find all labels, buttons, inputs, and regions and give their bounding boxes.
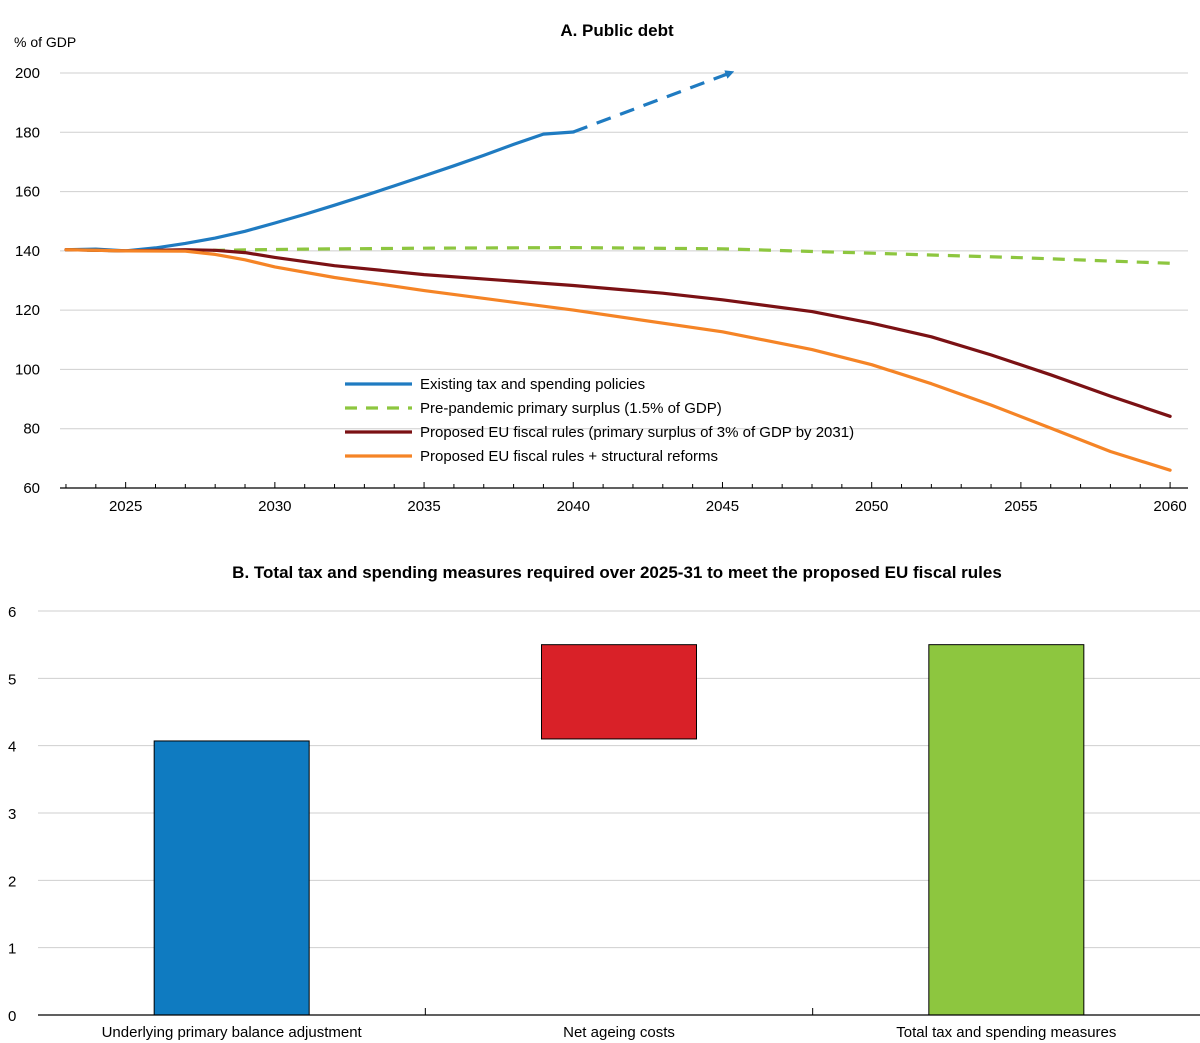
y-tick-label: 180	[15, 124, 40, 141]
y-tick-label: 5	[8, 671, 16, 688]
panel-b: B. Total tax and spending measures requi…	[8, 563, 1200, 1041]
y-tick-label: 100	[15, 361, 40, 378]
y-tick-label: 80	[23, 421, 40, 438]
panel-b-x-axis: Underlying primary balance adjustment Net…	[38, 1008, 1200, 1041]
panel-a: A. Public debt % of GDP 60 80 100 120 140 160…	[14, 21, 1188, 515]
bar	[928, 644, 1085, 1016]
x-tick-label: 2045	[706, 498, 739, 515]
bar	[541, 644, 697, 740]
y-tick-label: 6	[8, 604, 16, 621]
x-tick-label: 2060	[1153, 498, 1186, 515]
legend-label: Proposed EU fiscal rules (primary surplu…	[420, 424, 854, 441]
y-tick-label: 60	[23, 480, 40, 497]
x-tick-label: 2050	[855, 498, 888, 515]
y-tick-label: 4	[8, 739, 16, 756]
y-tick-label: 1	[8, 941, 16, 958]
x-tick-label: 2035	[407, 498, 440, 515]
y-tick-label: 3	[8, 806, 16, 823]
y-tick-label: 160	[15, 184, 40, 201]
x-tick-label: Underlying primary balance adjustment	[102, 1024, 363, 1041]
panel-b-y-tick-labels: 0 1 2 3 4 5 6	[8, 604, 16, 1025]
x-tick-label: 2025	[109, 498, 142, 515]
legend-label: Proposed EU fiscal rules + structural re…	[420, 448, 718, 465]
x-tick-label: Net ageing costs	[563, 1024, 675, 1041]
y-tick-label: 0	[8, 1008, 16, 1025]
legend-label: Pre-pandemic primary surplus (1.5% of GD…	[420, 400, 722, 417]
x-tick-label: 2040	[557, 498, 590, 515]
x-tick-label: 2055	[1004, 498, 1037, 515]
y-tick-label: 120	[15, 302, 40, 319]
panel-a-series	[64, 70, 1172, 472]
legend-label: Existing tax and spending policies	[420, 376, 645, 393]
x-tick-label: 2030	[258, 498, 291, 515]
panel-a-y-tick-labels: 60 80 100 120 140 160 180 200	[15, 65, 40, 497]
panel-a-x-axis: 2025 2030 2035 2040 2045 2050 2055 2060	[60, 482, 1188, 515]
panel-a-y-axis-label: % of GDP	[14, 34, 76, 50]
bar	[153, 740, 310, 1016]
y-tick-label: 200	[15, 65, 40, 82]
series-projection-arrow	[572, 70, 735, 134]
panel-a-gridlines	[60, 72, 1188, 430]
panel-b-bars	[153, 644, 1085, 1016]
panel-a-title: A. Public debt	[560, 21, 674, 40]
series-line-3	[64, 248, 1172, 418]
y-tick-label: 140	[15, 243, 40, 260]
series-line-2	[65, 246, 1171, 265]
panel-b-title: B. Total tax and spending measures requi…	[232, 563, 1002, 582]
series-line-4	[64, 248, 1172, 472]
y-tick-label: 2	[8, 873, 16, 890]
series-line-1	[64, 130, 575, 253]
x-tick-label: Total tax and spending measures	[896, 1024, 1116, 1041]
panel-a-legend: Existing tax and spending policies Pre-pa…	[345, 376, 854, 465]
